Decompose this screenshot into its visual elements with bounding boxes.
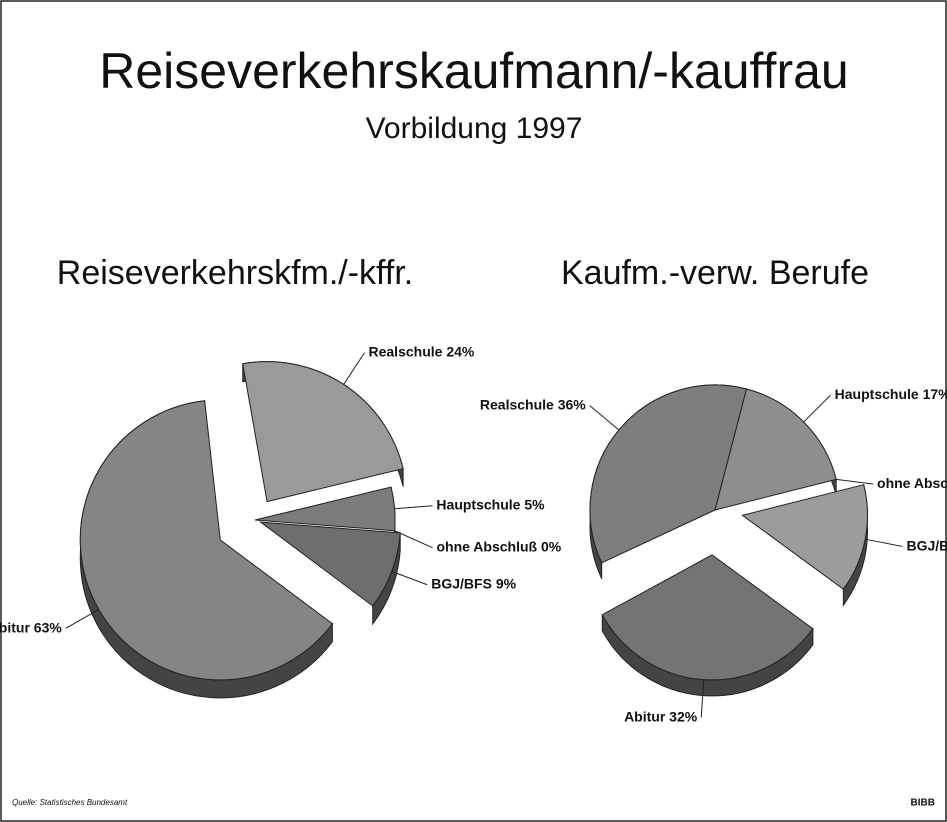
source: Quelle: Statistisches Bundesamt [12, 798, 128, 807]
slice-category: ohne Abschluß [877, 475, 947, 491]
leader-line [589, 405, 620, 431]
slice-value: 5% [524, 496, 545, 512]
slice-value: 63% [34, 619, 63, 635]
leader-line [700, 679, 705, 718]
slice-label: Hauptschule 5% [436, 496, 545, 512]
leader-line [836, 478, 874, 485]
slice [254, 486, 396, 532]
slice-category: ohne Abschluß [436, 538, 537, 554]
slice-value: 17% [923, 386, 947, 402]
slice-category: BGJ/BFS [431, 575, 492, 591]
slice-value: 0% [541, 538, 562, 554]
slice-label: Realschule 24% [369, 343, 475, 359]
pie-title: Reiseverkehrskfm./-kffr. [57, 254, 413, 292]
slice-value: 9% [496, 575, 517, 591]
slice [741, 484, 868, 590]
leader-line [865, 538, 903, 547]
slice-label: Realschule 36% [480, 396, 586, 412]
slice [79, 400, 334, 681]
leader-line [65, 609, 100, 629]
leader-line [391, 570, 428, 586]
slice [714, 388, 837, 511]
subtitle: Vorbildung 1997 [366, 112, 583, 145]
slice-label: ohne Abschluß 0% [436, 538, 561, 554]
slice-category: Hauptschule [436, 496, 520, 512]
slice-label: Hauptschule 17% [835, 386, 947, 402]
pie-title: Kaufm.-verw. Berufe [561, 254, 869, 292]
slice-label: BGJ/BFS 14% [906, 537, 947, 553]
slice-value: 32% [669, 708, 698, 724]
leader-line [343, 352, 365, 385]
slice-label: ohne Abschluß 0% [877, 475, 947, 491]
leader-line [803, 394, 832, 423]
slice-category: BGJ/BFS [906, 537, 947, 553]
slice-category: Abitur [0, 619, 30, 635]
logo: BIBB [911, 798, 935, 809]
slice-label: Abitur 32% [624, 708, 698, 724]
slice-category: Hauptschule [835, 386, 919, 402]
leader-line [394, 505, 433, 510]
slice-label: Abitur 63% [0, 619, 62, 635]
slice [589, 384, 748, 564]
main-title: Reiseverkehrskaufmann/-kauffrau [99, 43, 848, 99]
slice [258, 521, 401, 607]
slice-category: Abitur [624, 708, 666, 724]
leader-line [394, 530, 433, 549]
slice-value: 24% [446, 343, 475, 359]
slice-category: Realschule [369, 343, 443, 359]
slice-label: BGJ/BFS 9% [431, 575, 516, 591]
slice [601, 554, 814, 681]
slice-category: Realschule [480, 396, 554, 412]
slice-value: 36% [558, 396, 587, 412]
